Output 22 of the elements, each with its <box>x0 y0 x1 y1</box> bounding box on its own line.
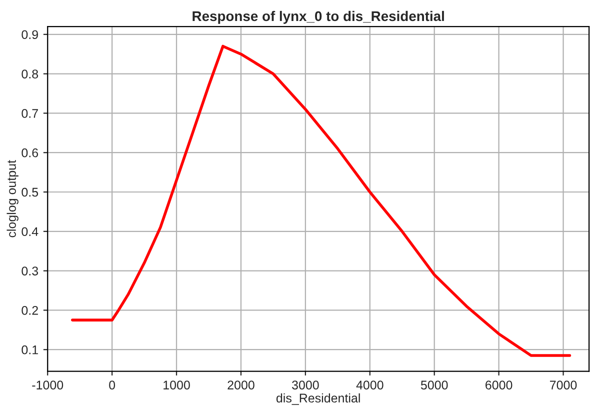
x-tick-label: 3000 <box>292 380 319 390</box>
y-tick-label: 0.2 <box>22 306 38 315</box>
y-tick-label: 0.9 <box>22 30 38 40</box>
x-tick-label: 1000 <box>164 380 190 390</box>
x-tick-label: 2000 <box>228 380 254 390</box>
y-tick-label: 0.4 <box>22 227 38 236</box>
x-tick-label: 0 <box>109 380 116 390</box>
x-tick-label: -1000 <box>32 380 64 390</box>
y-tick-label: 0.7 <box>22 109 38 118</box>
x-tick-label: 4000 <box>356 380 384 390</box>
y-tick-label: 0.6 <box>22 148 38 158</box>
y-tick-label: 0.8 <box>22 70 38 78</box>
x-tick-label: 6000 <box>486 380 512 390</box>
y-tick-label: 0.3 <box>22 266 38 276</box>
y-tick-label: 0.5 <box>22 188 38 197</box>
x-axis-title: dis_Residential <box>276 393 360 405</box>
line-series <box>71 44 572 357</box>
y-axis-title: cloglog output <box>6 160 18 238</box>
x-tick-label: 5000 <box>420 380 448 390</box>
y-tick-label: 0.1 <box>22 345 38 354</box>
x-tick-label: 7000 <box>550 380 577 390</box>
chart-title: Response of lynx_0 to dis_Residential <box>192 10 444 24</box>
